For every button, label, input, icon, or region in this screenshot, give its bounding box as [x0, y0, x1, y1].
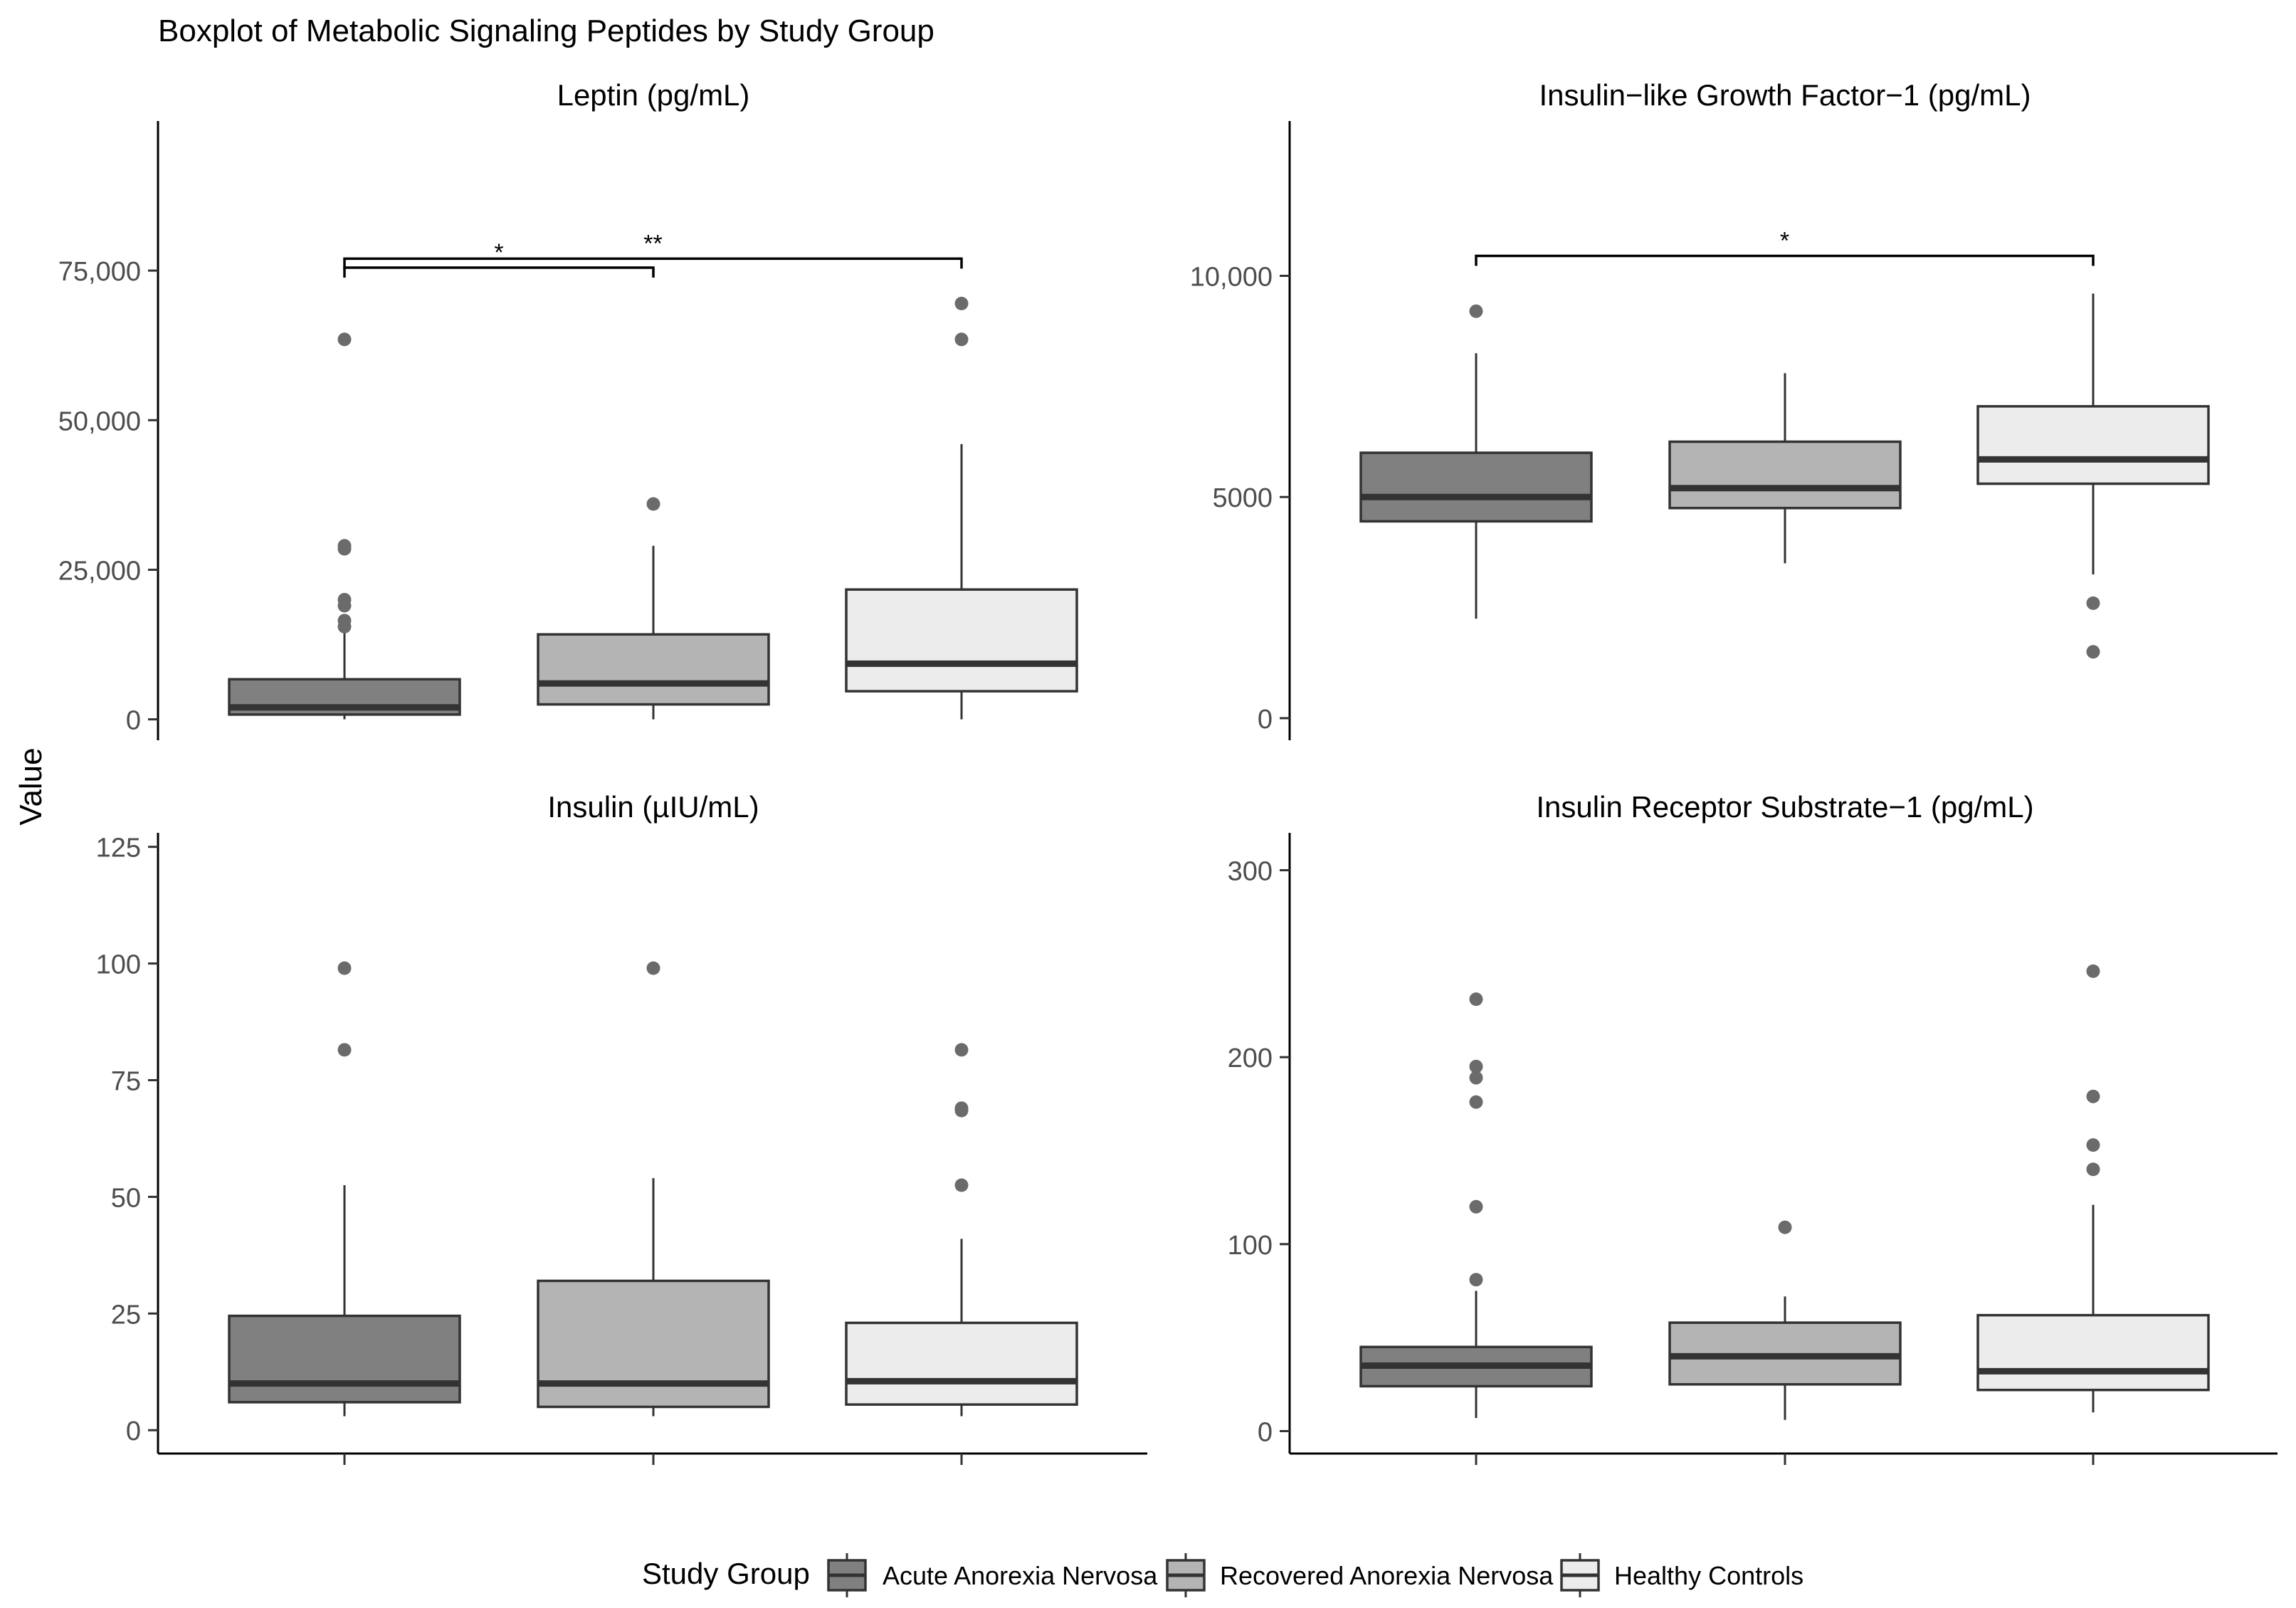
legend-item-3: Healthy Controls	[1560, 1553, 1803, 1597]
y-tick-label: 0	[126, 1417, 141, 1446]
legend-item-2: Recovered Anorexia Nervosa	[1166, 1553, 1554, 1597]
outlier-point	[2086, 964, 2100, 978]
outlier-point	[1469, 1095, 1483, 1109]
y-tick-label: 125	[96, 834, 141, 863]
y-tick-label: 25,000	[58, 556, 141, 586]
outlier-point	[1469, 1059, 1483, 1073]
box-iqr	[845, 1321, 1078, 1406]
significance-label: *	[1780, 228, 1789, 255]
box-2	[1668, 1220, 1902, 1420]
box-3	[1976, 964, 2210, 1413]
outlier-point	[954, 332, 969, 347]
box-3	[845, 1043, 1078, 1417]
y-tick-label: 100	[96, 950, 141, 980]
outlier-point	[337, 332, 352, 347]
outlier-point	[954, 1103, 969, 1118]
outlier-point	[2086, 1089, 2100, 1103]
box-iqr	[1359, 451, 1593, 523]
legend-item-1: Acute Anorexia Nervosa	[827, 1553, 1158, 1597]
y-tick-label: 0	[126, 706, 141, 736]
significance-bracket-2: **	[343, 230, 963, 269]
panel-2: Insulin−like Growth Factor−1 (pg/mL) 0 500…	[1190, 78, 2210, 740]
outlier-point	[954, 1178, 969, 1192]
y-tick-label: 75,000	[58, 257, 141, 287]
outlier-point	[337, 619, 352, 634]
legend: Study Group Acute Anorexia Nervosa Recove…	[642, 1553, 1803, 1597]
outlier-point	[2086, 1138, 2100, 1152]
box-3	[845, 296, 1078, 720]
y-tick-label: 200	[1228, 1044, 1273, 1073]
legend-items: Acute Anorexia Nervosa Recovered Anorexia…	[827, 1553, 1803, 1597]
y-tick-label: 100	[1228, 1231, 1273, 1261]
y-tick-label: 10,000	[1190, 263, 1273, 293]
significance-label: **	[643, 230, 662, 257]
panel-title: Insulin Receptor Substrate−1 (pg/mL)	[1536, 790, 2033, 824]
chart-title: Boxplot of Metabolic Signaling Peptides …	[158, 14, 934, 48]
box-iqr	[1668, 440, 1902, 510]
outlier-point	[1469, 992, 1483, 1007]
box-iqr	[1976, 1313, 2210, 1392]
outlier-point	[337, 961, 352, 975]
bracket-line	[343, 257, 963, 269]
panel-3: Insulin (µIU/mL) 0 25 50 75 100 125	[96, 790, 1147, 1465]
y-tick-label: 5000	[1212, 483, 1273, 513]
outlier-point	[954, 296, 969, 310]
outlier-point	[954, 1043, 969, 1057]
y-tick-label: 50	[111, 1183, 141, 1213]
y-tick-label: 75	[111, 1066, 141, 1096]
outlier-point	[1469, 304, 1483, 318]
panel-title: Leptin (pg/mL)	[557, 78, 750, 112]
outlier-point	[1469, 1273, 1483, 1287]
box-iqr	[537, 1279, 770, 1409]
outlier-point	[2086, 596, 2100, 610]
box-2	[1668, 373, 1902, 564]
legend-label: Healthy Controls	[1614, 1561, 1803, 1590]
box-2	[537, 497, 770, 720]
outlier-point	[646, 961, 660, 975]
box-1	[1359, 992, 1593, 1419]
outlier-point	[337, 1043, 352, 1057]
outlier-point	[1469, 1071, 1483, 1085]
outlier-point	[1469, 1199, 1483, 1214]
y-tick-label: 300	[1228, 857, 1273, 887]
bracket-line	[343, 266, 655, 278]
box-1	[228, 332, 461, 720]
box-1	[228, 961, 461, 1417]
y-tick-label: 0	[1258, 705, 1273, 735]
y-tick-label: 50,000	[58, 406, 141, 436]
y-axis-label: Value	[14, 747, 48, 825]
box-2	[537, 961, 770, 1417]
box-1	[1359, 304, 1593, 619]
box-iqr	[1976, 405, 2210, 485]
box-iqr	[228, 1314, 461, 1404]
outlier-point	[646, 497, 660, 511]
y-tick-label: 25	[111, 1300, 141, 1330]
outlier-point	[1778, 1220, 1792, 1234]
bracket-line	[1475, 254, 2095, 266]
significance-bracket-1: *	[1475, 228, 2095, 266]
outlier-point	[2086, 1162, 2100, 1177]
panel-title: Insulin−like Growth Factor−1 (pg/mL)	[1539, 78, 2031, 112]
box-3	[1976, 293, 2210, 659]
outlier-point	[337, 542, 352, 556]
legend-label: Recovered Anorexia Nervosa	[1220, 1561, 1554, 1590]
significance-label: *	[494, 239, 503, 266]
panel-title: Insulin (µIU/mL)	[547, 790, 759, 824]
outlier-point	[2086, 645, 2100, 659]
y-tick-label: 0	[1258, 1417, 1273, 1447]
box-iqr	[845, 588, 1078, 693]
panel-4: Insulin Receptor Substrate−1 (pg/mL) 0 100…	[1228, 790, 2277, 1465]
legend-title: Study Group	[642, 1557, 810, 1590]
outlier-point	[337, 599, 352, 613]
box-iqr	[537, 633, 770, 706]
legend-label: Acute Anorexia Nervosa	[883, 1561, 1158, 1590]
